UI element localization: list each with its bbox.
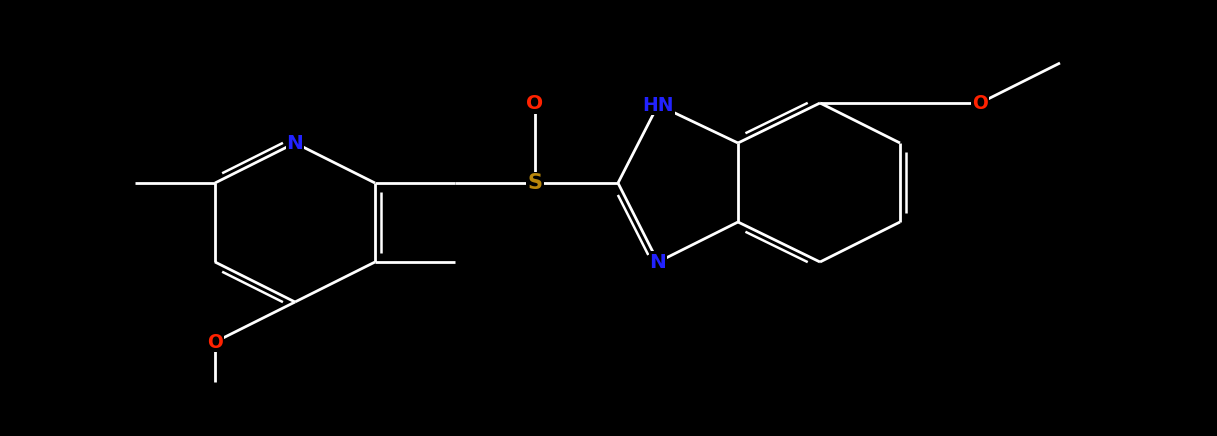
Text: N: N xyxy=(650,252,667,272)
Text: S: S xyxy=(527,173,543,193)
Text: N: N xyxy=(286,133,303,153)
Text: O: O xyxy=(527,93,544,112)
Text: O: O xyxy=(207,333,223,351)
Text: O: O xyxy=(972,93,988,112)
Text: HN: HN xyxy=(643,95,674,115)
